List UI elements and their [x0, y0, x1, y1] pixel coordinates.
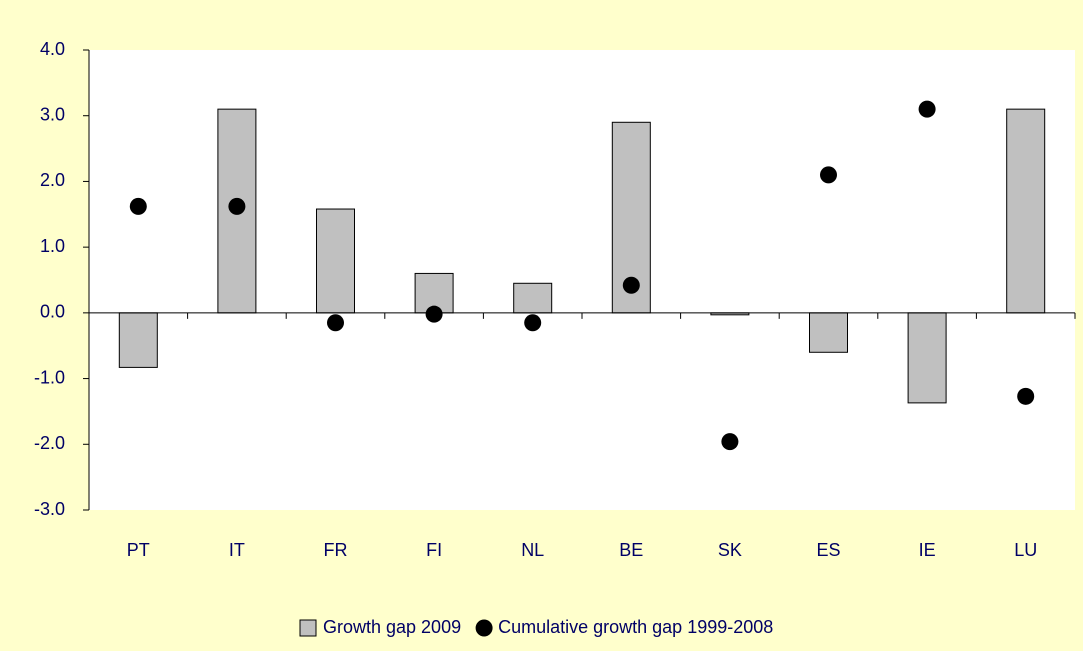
- dot: [228, 197, 246, 215]
- dot: [622, 276, 640, 294]
- y-tick-label: 4.0: [40, 39, 65, 59]
- y-tick-label: -2.0: [34, 433, 65, 453]
- dot: [1017, 387, 1035, 405]
- dot: [918, 100, 936, 118]
- x-tick-label: LU: [1014, 540, 1037, 560]
- legend-label: Cumulative growth gap 1999-2008: [498, 617, 773, 637]
- dot: [524, 314, 542, 332]
- legend-swatch: [299, 619, 317, 637]
- y-tick-label: -1.0: [34, 367, 65, 387]
- x-tick-label: FR: [324, 540, 348, 560]
- y-tick-label: 0.0: [40, 302, 65, 322]
- x-tick-label: PT: [127, 540, 150, 560]
- dot: [327, 314, 344, 332]
- bar: [809, 312, 848, 353]
- x-tick-label: ES: [816, 540, 840, 560]
- x-tick-label: SK: [718, 540, 742, 560]
- y-tick-label: 1.0: [40, 236, 65, 256]
- dot: [820, 166, 837, 184]
- bar: [1006, 108, 1046, 314]
- bar: [513, 282, 553, 314]
- dot: [129, 197, 147, 215]
- y-tick-label: 3.0: [40, 104, 65, 124]
- x-tick-label: IE: [919, 540, 936, 560]
- bar: [316, 208, 355, 314]
- legend-marker: [475, 619, 493, 637]
- bar: [907, 312, 947, 404]
- x-tick-label: FI: [426, 540, 442, 560]
- x-tick-label: BE: [619, 540, 643, 560]
- x-tick-label: NL: [521, 540, 544, 560]
- legend-label: Growth gap 2009: [323, 617, 461, 637]
- x-tick-label: IT: [229, 540, 245, 560]
- dot: [721, 433, 739, 451]
- y-tick-label: -3.0: [34, 499, 65, 519]
- y-tick-label: 2.0: [40, 170, 65, 190]
- bar: [118, 312, 158, 368]
- dot: [425, 305, 443, 323]
